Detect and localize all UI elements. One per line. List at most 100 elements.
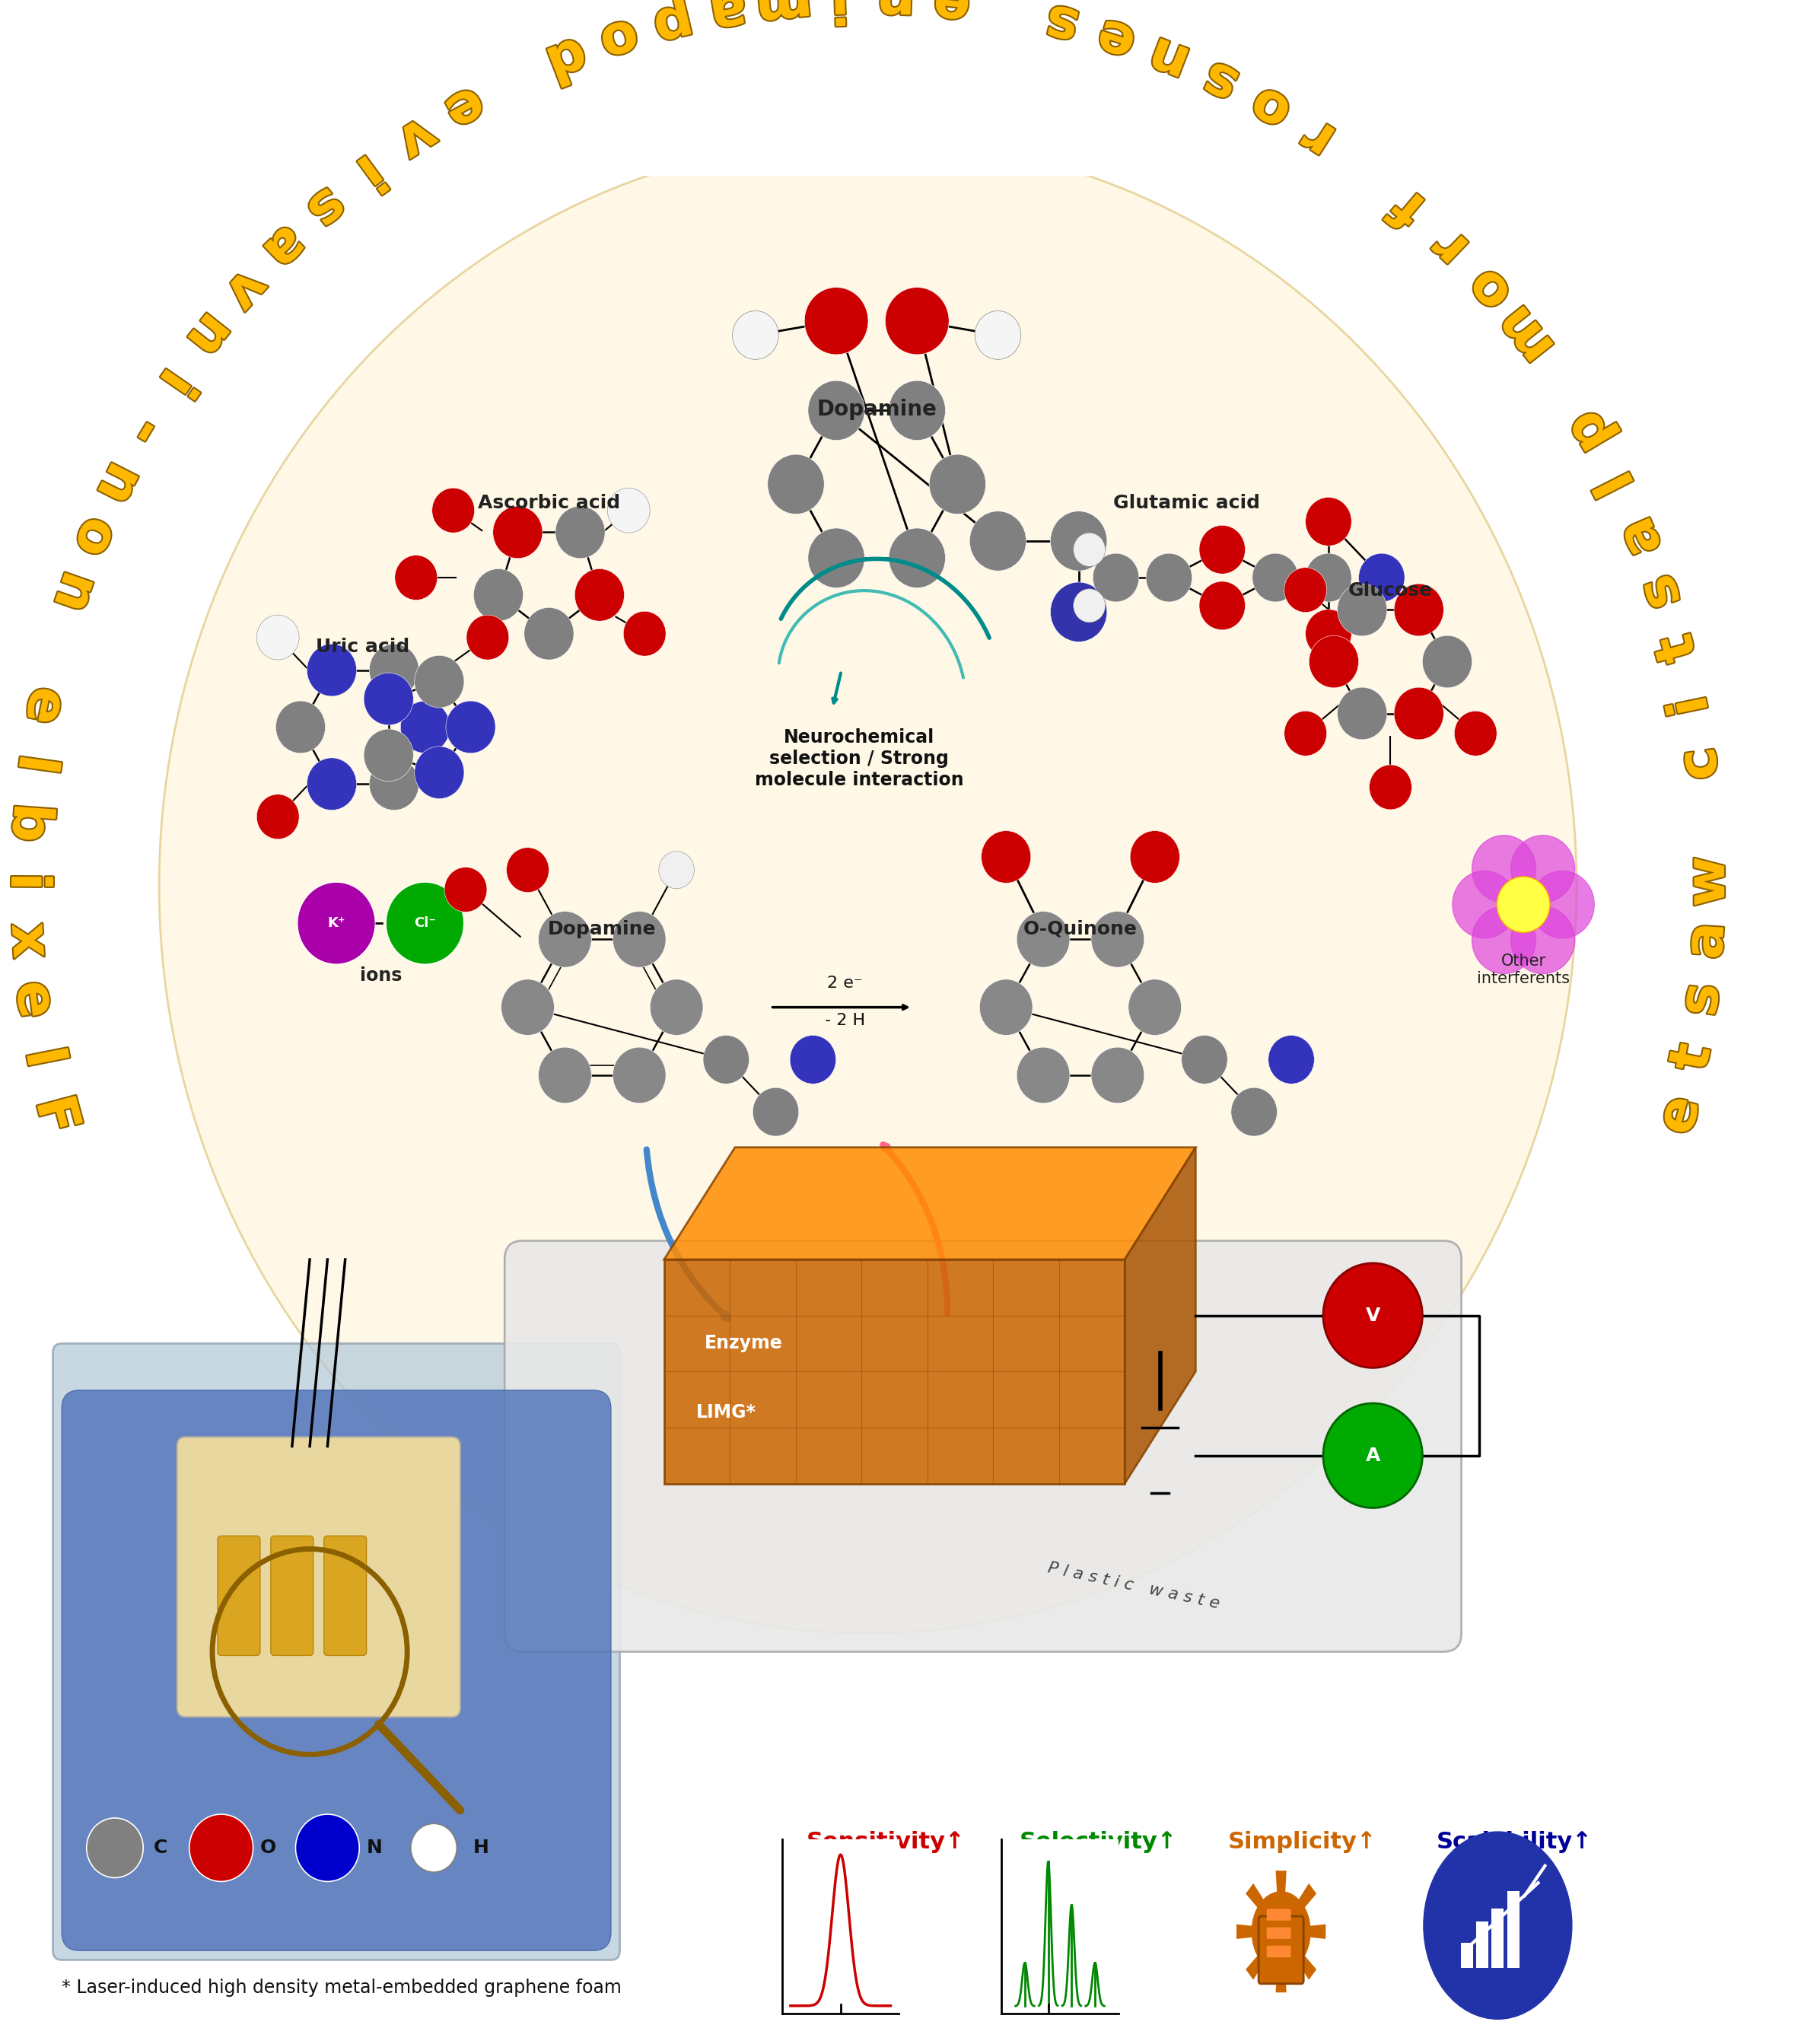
FancyBboxPatch shape bbox=[1476, 1921, 1489, 1968]
Text: r: r bbox=[1424, 219, 1480, 274]
Circle shape bbox=[1050, 583, 1108, 642]
Text: e: e bbox=[5, 977, 61, 1022]
FancyBboxPatch shape bbox=[1492, 1909, 1503, 1968]
Circle shape bbox=[369, 644, 419, 697]
Text: s: s bbox=[1196, 49, 1248, 110]
Text: e: e bbox=[14, 683, 74, 730]
Circle shape bbox=[295, 1815, 360, 1880]
Circle shape bbox=[608, 489, 649, 533]
Circle shape bbox=[1359, 554, 1404, 601]
Text: K⁺: K⁺ bbox=[327, 916, 345, 930]
Text: -: - bbox=[117, 409, 173, 454]
FancyBboxPatch shape bbox=[61, 1390, 611, 1950]
Circle shape bbox=[624, 611, 665, 656]
Circle shape bbox=[257, 795, 298, 840]
Circle shape bbox=[1016, 912, 1070, 967]
Polygon shape bbox=[663, 1259, 1126, 1484]
Circle shape bbox=[1510, 905, 1575, 973]
FancyBboxPatch shape bbox=[1266, 1927, 1291, 1940]
Circle shape bbox=[1253, 554, 1298, 601]
Text: t: t bbox=[1651, 628, 1708, 668]
Text: Cl⁻: Cl⁻ bbox=[414, 916, 435, 930]
Circle shape bbox=[1199, 580, 1246, 630]
Text: p: p bbox=[647, 0, 699, 53]
Text: C: C bbox=[155, 1840, 167, 1858]
FancyBboxPatch shape bbox=[1266, 1909, 1291, 1921]
Text: P l a s t i c   w a s t e: P l a s t i c w a s t e bbox=[1046, 1562, 1221, 1613]
FancyBboxPatch shape bbox=[176, 1437, 460, 1717]
Text: a: a bbox=[254, 215, 316, 278]
Circle shape bbox=[1323, 1263, 1422, 1367]
Circle shape bbox=[1091, 1047, 1144, 1104]
Circle shape bbox=[444, 867, 487, 912]
Text: A: A bbox=[1365, 1447, 1381, 1466]
Text: m: m bbox=[1489, 294, 1566, 372]
Circle shape bbox=[502, 979, 554, 1034]
Circle shape bbox=[789, 1034, 836, 1083]
Circle shape bbox=[613, 1047, 665, 1104]
Text: Dopamine: Dopamine bbox=[816, 399, 937, 421]
Circle shape bbox=[1393, 687, 1444, 740]
Circle shape bbox=[387, 883, 464, 965]
Circle shape bbox=[538, 912, 592, 967]
Text: o: o bbox=[1242, 76, 1300, 139]
Circle shape bbox=[307, 644, 356, 697]
Circle shape bbox=[86, 1817, 144, 1878]
Text: d: d bbox=[538, 27, 593, 90]
Circle shape bbox=[432, 489, 475, 533]
Circle shape bbox=[649, 979, 703, 1034]
Text: Uric acid: Uric acid bbox=[316, 638, 410, 656]
Circle shape bbox=[396, 556, 437, 601]
Circle shape bbox=[807, 380, 865, 439]
Circle shape bbox=[969, 511, 1027, 570]
Circle shape bbox=[1232, 1087, 1277, 1136]
Circle shape bbox=[1393, 585, 1444, 636]
Circle shape bbox=[1131, 830, 1179, 883]
Text: Other
interferents: Other interferents bbox=[1476, 953, 1570, 987]
Circle shape bbox=[1473, 836, 1535, 903]
Polygon shape bbox=[1277, 1870, 1286, 1895]
Circle shape bbox=[189, 1815, 254, 1880]
Text: o: o bbox=[1458, 258, 1523, 321]
Text: Neurochemical
selection / Strong
molecule interaction: Neurochemical selection / Strong molecul… bbox=[755, 728, 964, 789]
Circle shape bbox=[1510, 836, 1575, 903]
Text: Glucose: Glucose bbox=[1348, 583, 1433, 599]
Circle shape bbox=[538, 1047, 592, 1104]
FancyBboxPatch shape bbox=[52, 1343, 620, 1960]
FancyBboxPatch shape bbox=[1507, 1891, 1519, 1968]
Text: n: n bbox=[43, 564, 104, 619]
Text: l: l bbox=[1589, 462, 1645, 503]
Circle shape bbox=[982, 830, 1030, 883]
Circle shape bbox=[885, 288, 949, 354]
Circle shape bbox=[1093, 554, 1138, 601]
Text: b: b bbox=[0, 801, 56, 844]
Text: n: n bbox=[876, 0, 917, 27]
Circle shape bbox=[888, 527, 946, 589]
Polygon shape bbox=[1307, 1923, 1325, 1940]
Text: F: F bbox=[25, 1091, 85, 1141]
Circle shape bbox=[275, 701, 325, 752]
Text: e: e bbox=[435, 76, 493, 139]
Circle shape bbox=[1305, 609, 1352, 658]
Circle shape bbox=[575, 568, 624, 621]
Text: c: c bbox=[1674, 744, 1730, 783]
Circle shape bbox=[930, 454, 985, 515]
Polygon shape bbox=[1246, 1954, 1266, 1981]
Circle shape bbox=[415, 656, 464, 707]
Circle shape bbox=[1129, 979, 1181, 1034]
Circle shape bbox=[980, 979, 1032, 1034]
Text: o: o bbox=[63, 509, 126, 564]
Circle shape bbox=[363, 730, 414, 781]
Circle shape bbox=[401, 701, 449, 752]
Circle shape bbox=[1323, 1404, 1422, 1508]
Text: e: e bbox=[1091, 8, 1142, 69]
Circle shape bbox=[1251, 1893, 1311, 1970]
Circle shape bbox=[363, 672, 414, 726]
Circle shape bbox=[297, 883, 376, 965]
Circle shape bbox=[1338, 687, 1386, 740]
Circle shape bbox=[1284, 568, 1327, 613]
Circle shape bbox=[1455, 711, 1496, 756]
Circle shape bbox=[1181, 1034, 1228, 1083]
FancyBboxPatch shape bbox=[1460, 1942, 1473, 1968]
FancyBboxPatch shape bbox=[1259, 1917, 1304, 1983]
